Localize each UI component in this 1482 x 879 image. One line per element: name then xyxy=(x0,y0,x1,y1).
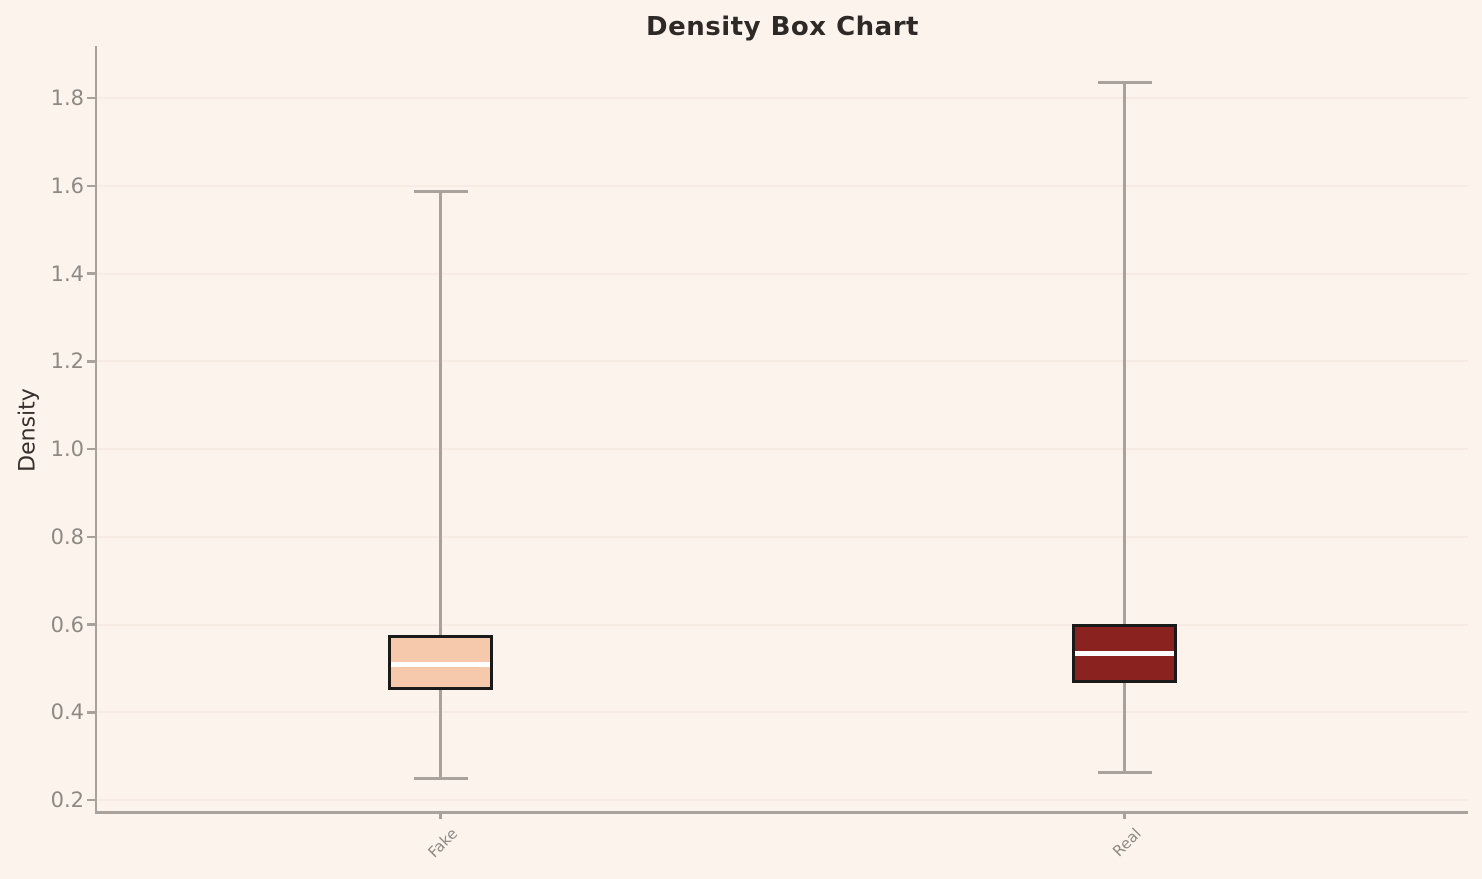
whisker-line-real xyxy=(1123,82,1126,773)
y-tick-label-1.2: 1.2 xyxy=(50,349,84,374)
y-tick-1.0 xyxy=(86,447,95,451)
y-tick-0.4 xyxy=(86,711,95,714)
y-tick-0.8 xyxy=(86,535,95,539)
gridline-y-0.8 xyxy=(97,535,1468,538)
x-tick-label-real: Real xyxy=(1109,824,1145,861)
y-tick-1.4 xyxy=(86,272,95,275)
y-tick-1.8 xyxy=(86,96,95,100)
gridline-y-0.2 xyxy=(97,799,1468,802)
gridline-y-1.4 xyxy=(97,272,1468,275)
median-line-fake xyxy=(391,662,490,668)
y-tick-label-1.4: 1.4 xyxy=(50,261,84,286)
y-tick-label-0.6: 0.6 xyxy=(50,612,84,637)
x-axis-spine xyxy=(94,811,1468,814)
y-tick-label-1.6: 1.6 xyxy=(50,173,84,198)
y-tick-0.2 xyxy=(86,798,95,802)
y-tick-label-0.2: 0.2 xyxy=(50,788,84,813)
y-tick-1.6 xyxy=(86,184,95,188)
x-tick-fake xyxy=(439,811,442,819)
y-tick-label-0.4: 0.4 xyxy=(50,700,84,725)
y-tick-label-1.8: 1.8 xyxy=(50,86,84,111)
y-tick-label-0.8: 0.8 xyxy=(50,524,84,549)
whisker-line-fake xyxy=(439,191,442,779)
whisker-cap-bottom-fake xyxy=(413,776,468,780)
gridline-y-0.6 xyxy=(97,623,1468,626)
chart-title: Density Box Chart xyxy=(646,12,919,42)
whisker-cap-top-real xyxy=(1097,80,1152,84)
gridline-y-1.2 xyxy=(97,360,1468,363)
x-tick-label-fake: Fake xyxy=(424,824,461,862)
y-axis-spine xyxy=(94,46,97,811)
gridline-y-1.0 xyxy=(97,448,1468,451)
gridline-y-0.4 xyxy=(97,711,1468,714)
whisker-cap-top-fake xyxy=(413,189,468,193)
y-tick-0.6 xyxy=(86,623,95,626)
y-tick-1.2 xyxy=(86,360,95,363)
gridline-y-1.8 xyxy=(97,97,1468,100)
gridline-y-1.6 xyxy=(97,184,1468,187)
median-line-real xyxy=(1075,651,1174,657)
y-tick-label-1.0: 1.0 xyxy=(50,437,84,462)
x-tick-real xyxy=(1123,811,1126,819)
whisker-cap-bottom-real xyxy=(1097,771,1152,775)
